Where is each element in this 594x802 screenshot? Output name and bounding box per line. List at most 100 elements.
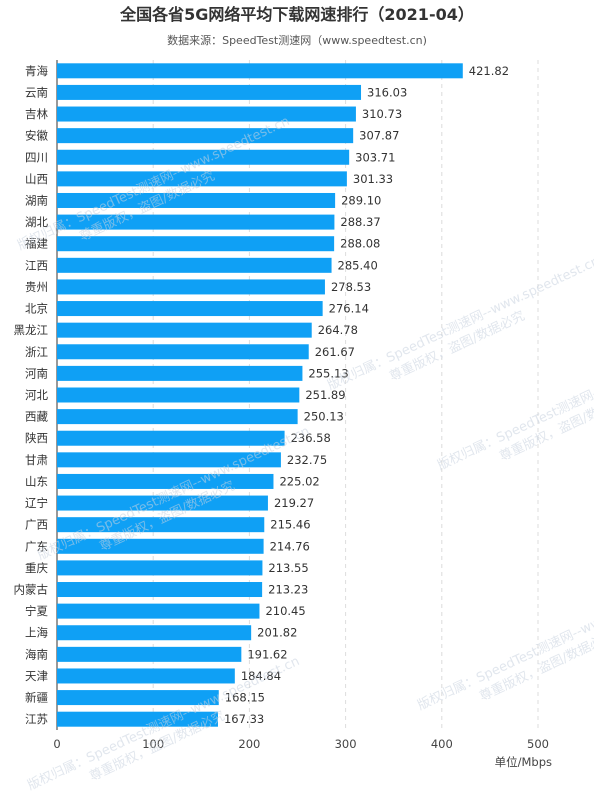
bar	[57, 301, 323, 317]
bar	[57, 711, 218, 727]
category-label: 吉林	[25, 107, 48, 121]
value-label: 213.55	[268, 561, 308, 575]
x-tick-label: 500	[527, 737, 549, 751]
category-label: 湖南	[25, 193, 48, 207]
category-label: 福建	[25, 237, 48, 251]
category-label: 青海	[25, 64, 48, 78]
bar	[57, 344, 309, 360]
value-label: 310.73	[362, 107, 402, 121]
bar	[57, 128, 354, 144]
category-label: 广西	[25, 518, 48, 532]
bar	[57, 646, 242, 662]
category-label: 陕西	[25, 431, 48, 445]
category-label: 四川	[25, 150, 48, 164]
value-label: 219.27	[274, 496, 314, 510]
value-label: 168.15	[225, 691, 265, 705]
value-labels: 421.82 316.03 310.73 307.87 303.71 301.33 289.…	[224, 64, 509, 726]
bar	[57, 538, 264, 554]
bar	[57, 495, 268, 511]
category-label: 重庆	[25, 561, 48, 575]
category-label: 贵州	[25, 280, 48, 294]
bar	[57, 192, 336, 208]
value-label: 307.87	[359, 129, 399, 143]
bar	[57, 257, 332, 273]
bar	[57, 430, 285, 446]
value-label: 316.03	[367, 85, 407, 99]
bar	[57, 582, 263, 598]
value-label: 167.33	[224, 712, 264, 726]
bar	[57, 473, 274, 489]
category-label: 辽宁	[25, 496, 48, 510]
bar	[57, 517, 265, 533]
bar	[57, 560, 263, 576]
x-tick-label: 200	[238, 737, 260, 751]
value-label: 210.45	[265, 604, 305, 618]
value-label: 255.13	[308, 366, 348, 380]
category-label: 广东	[25, 539, 48, 553]
x-tick-label: 400	[431, 737, 453, 751]
category-label: 安徽	[25, 129, 48, 143]
value-label: 191.62	[247, 647, 287, 661]
bar	[57, 668, 235, 684]
category-labels: 青海云南吉林安徽四川山西湖南湖北福建江西贵州北京黑龙江浙江河南河北西藏陕西甘肃山…	[14, 64, 49, 726]
category-label: 上海	[25, 626, 48, 640]
category-label: 内蒙古	[14, 583, 49, 597]
category-label: 河北	[25, 388, 48, 402]
category-label: 山东	[25, 474, 48, 488]
value-label: 215.46	[270, 518, 310, 532]
bar	[57, 625, 252, 641]
category-label: 西藏	[25, 410, 48, 424]
category-label: 北京	[25, 302, 48, 316]
value-label: 251.89	[305, 388, 345, 402]
category-label: 河南	[25, 366, 48, 380]
bar	[57, 279, 325, 295]
x-tick-label: 300	[335, 737, 357, 751]
bar	[57, 236, 335, 252]
bars-group	[57, 63, 463, 727]
value-label: 250.13	[304, 410, 344, 424]
bar	[57, 603, 260, 619]
chart-title: 全国各省5G网络平均下载网速排行（2021-04）	[119, 5, 474, 24]
bar	[57, 387, 300, 403]
value-label: 184.84	[241, 669, 281, 683]
value-label: 264.78	[318, 323, 358, 337]
category-label: 甘肃	[25, 453, 48, 467]
value-label: 285.40	[338, 258, 378, 272]
value-label: 236.58	[291, 431, 331, 445]
watermark-block: 版权归属：SpeedTest测速网--www.speedtest.cn尊重版权，…	[435, 333, 594, 474]
bar	[57, 84, 362, 100]
value-label: 289.10	[341, 193, 381, 207]
value-label: 261.67	[315, 345, 355, 359]
bar	[57, 106, 356, 122]
chart-subtitle: 数据来源：SpeedTest测速网（www.speedtest.cn)	[167, 33, 427, 47]
value-label: 301.33	[353, 172, 393, 186]
bar	[57, 149, 350, 165]
category-label: 宁夏	[25, 604, 48, 618]
x-tick-label: 0	[53, 737, 60, 751]
watermark-block: 版权归属：SpeedTest测速网--www.speedtest.cn尊重版权，…	[325, 253, 594, 394]
bar	[57, 214, 335, 230]
x-axis-ticks: 0 100 200 300 400 500	[53, 737, 549, 751]
value-label: 288.37	[340, 215, 380, 229]
bar	[57, 452, 281, 468]
value-label: 225.02	[279, 474, 319, 488]
value-label: 214.76	[270, 539, 310, 553]
unit-label: 单位/Mbps	[495, 755, 552, 769]
category-label: 海南	[25, 647, 48, 661]
bar	[57, 171, 347, 187]
value-label: 232.75	[287, 453, 327, 467]
category-label: 江苏	[25, 712, 48, 726]
bar	[57, 63, 463, 79]
category-label: 云南	[25, 85, 48, 99]
bar	[57, 322, 312, 338]
value-label: 421.82	[469, 64, 509, 78]
bar	[57, 365, 303, 381]
category-label: 黑龙江	[14, 323, 49, 337]
value-label: 213.23	[268, 583, 308, 597]
bar	[57, 690, 219, 706]
category-label: 湖北	[25, 215, 48, 229]
value-label: 288.08	[340, 237, 380, 251]
category-label: 山西	[25, 172, 48, 186]
value-label: 201.82	[257, 626, 297, 640]
